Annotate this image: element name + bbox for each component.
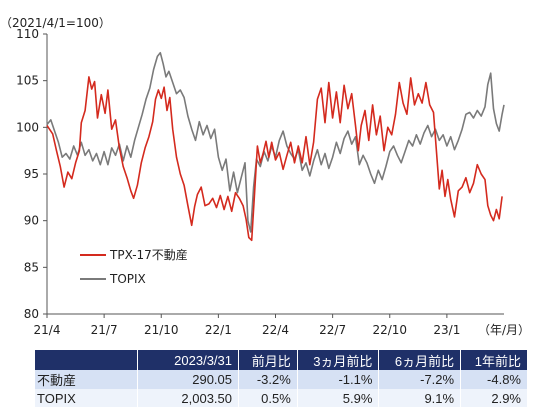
legend-swatch-gray	[80, 278, 106, 280]
table-cell: 2,003.50	[137, 389, 239, 407]
table-header-row: 2023/3/31 前月比 3ヵ月前比 6ヵ月前比 1年前比	[35, 350, 527, 370]
table-cell: -3.2%	[238, 370, 298, 389]
table-cell: -1.1%	[296, 370, 379, 389]
table-row: 不動産 290.05 -3.2% -1.1% -7.2% -4.8%	[35, 370, 527, 389]
legend-swatch-red	[80, 253, 106, 256]
table-header-cell: 6ヵ月前比	[378, 350, 461, 370]
summary-table: 2023/3/31 前月比 3ヵ月前比 6ヵ月前比 1年前比 不動産 290.0…	[35, 350, 527, 407]
table-cell: 9.1%	[378, 389, 461, 407]
series-line-real-estate	[46, 76, 503, 242]
y-tick-label: 110	[16, 27, 39, 41]
index-base-note: （2021/4/1=100）	[0, 16, 111, 30]
y-tick-label: 85	[24, 260, 39, 274]
table-header-cell: 前月比	[238, 350, 298, 370]
legend-item-topix: TOPIX	[80, 272, 146, 286]
x-tick-label: 23/1	[433, 323, 460, 337]
table-cell: 0.5%	[238, 389, 298, 407]
legend-label-real-estate: TPX-17不動産	[110, 248, 188, 262]
row-label: 不動産	[35, 370, 138, 389]
table-header-cell: 3ヵ月前比	[296, 350, 379, 370]
table-cell: 290.05	[137, 370, 239, 389]
x-tick-label: 21/10	[144, 323, 179, 337]
table-row: TOPIX 2,003.50 0.5% 5.9% 9.1% 2.9%	[35, 389, 527, 407]
table-cell: -4.8%	[460, 370, 527, 389]
y-tick-label: 100	[16, 120, 39, 134]
table-cell: -7.2%	[378, 370, 461, 389]
legend-item-real-estate: TPX-17不動産	[80, 246, 188, 263]
legend-label-topix: TOPIX	[110, 272, 146, 286]
x-tick-label: 22/1	[205, 323, 232, 337]
table-header-cell: 1年前比	[460, 350, 527, 370]
y-tick-label: 90	[24, 214, 39, 228]
x-tick-label: 22/10	[372, 323, 407, 337]
y-tick-label: 95	[24, 167, 39, 181]
y-tick-label: 105	[16, 74, 39, 88]
table-header-cell: 2023/3/31	[137, 350, 239, 370]
table-cell: 2.9%	[460, 389, 527, 407]
line-chart: 80 85 90 95 100 105 110 21/4 21/7 21/10 22/1 22/4 22…	[16, 27, 530, 337]
row-label: TOPIX	[35, 389, 138, 407]
table-cell: 5.9%	[296, 389, 379, 407]
x-tick-label: 22/4	[262, 323, 289, 337]
x-tick-label: 21/4	[34, 323, 61, 337]
x-axis-unit-label: （年/月）	[478, 323, 530, 337]
table-header-cell	[35, 350, 138, 370]
x-tick-label: 21/7	[91, 323, 118, 337]
y-tick-label: 80	[24, 307, 39, 321]
x-tick-label: 22/7	[319, 323, 346, 337]
